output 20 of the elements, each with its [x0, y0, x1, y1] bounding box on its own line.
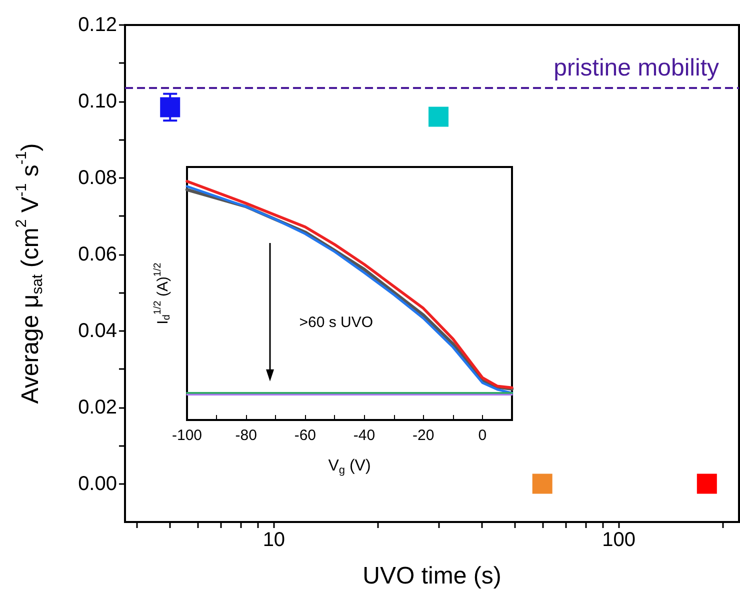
x-tick-label: 0 — [478, 427, 487, 444]
y-tick-label: 0.12 — [78, 14, 117, 36]
x-tick-label: 10 — [262, 529, 286, 551]
y-tick-label: 0.02 — [78, 396, 117, 418]
y-tick-label: 0.00 — [78, 472, 117, 495]
annotation: >60 s UVO — [299, 314, 374, 331]
ref-line-label: pristine mobility — [554, 54, 719, 82]
x-tick-label: 100 — [602, 529, 636, 551]
x-tick-label: -100 — [172, 427, 202, 444]
y-tick-label: 0.08 — [78, 166, 117, 189]
text: Average μsat (cm2 V-1 s-1) — [13, 143, 46, 404]
y-tick-label: 0.10 — [78, 90, 117, 112]
x-tick-label: -80 — [235, 427, 257, 444]
x-tick-label: -20 — [412, 427, 434, 444]
y-tick-label: 0.04 — [78, 320, 117, 342]
y-axis-title: Id1/2 (A)1/2 — [152, 262, 172, 324]
y-tick-label: 0.06 — [78, 243, 117, 266]
x-tick-label: -40 — [353, 427, 376, 444]
x-tick-label: -60 — [294, 427, 316, 444]
x-axis-title: UVO time (s) — [362, 562, 502, 590]
